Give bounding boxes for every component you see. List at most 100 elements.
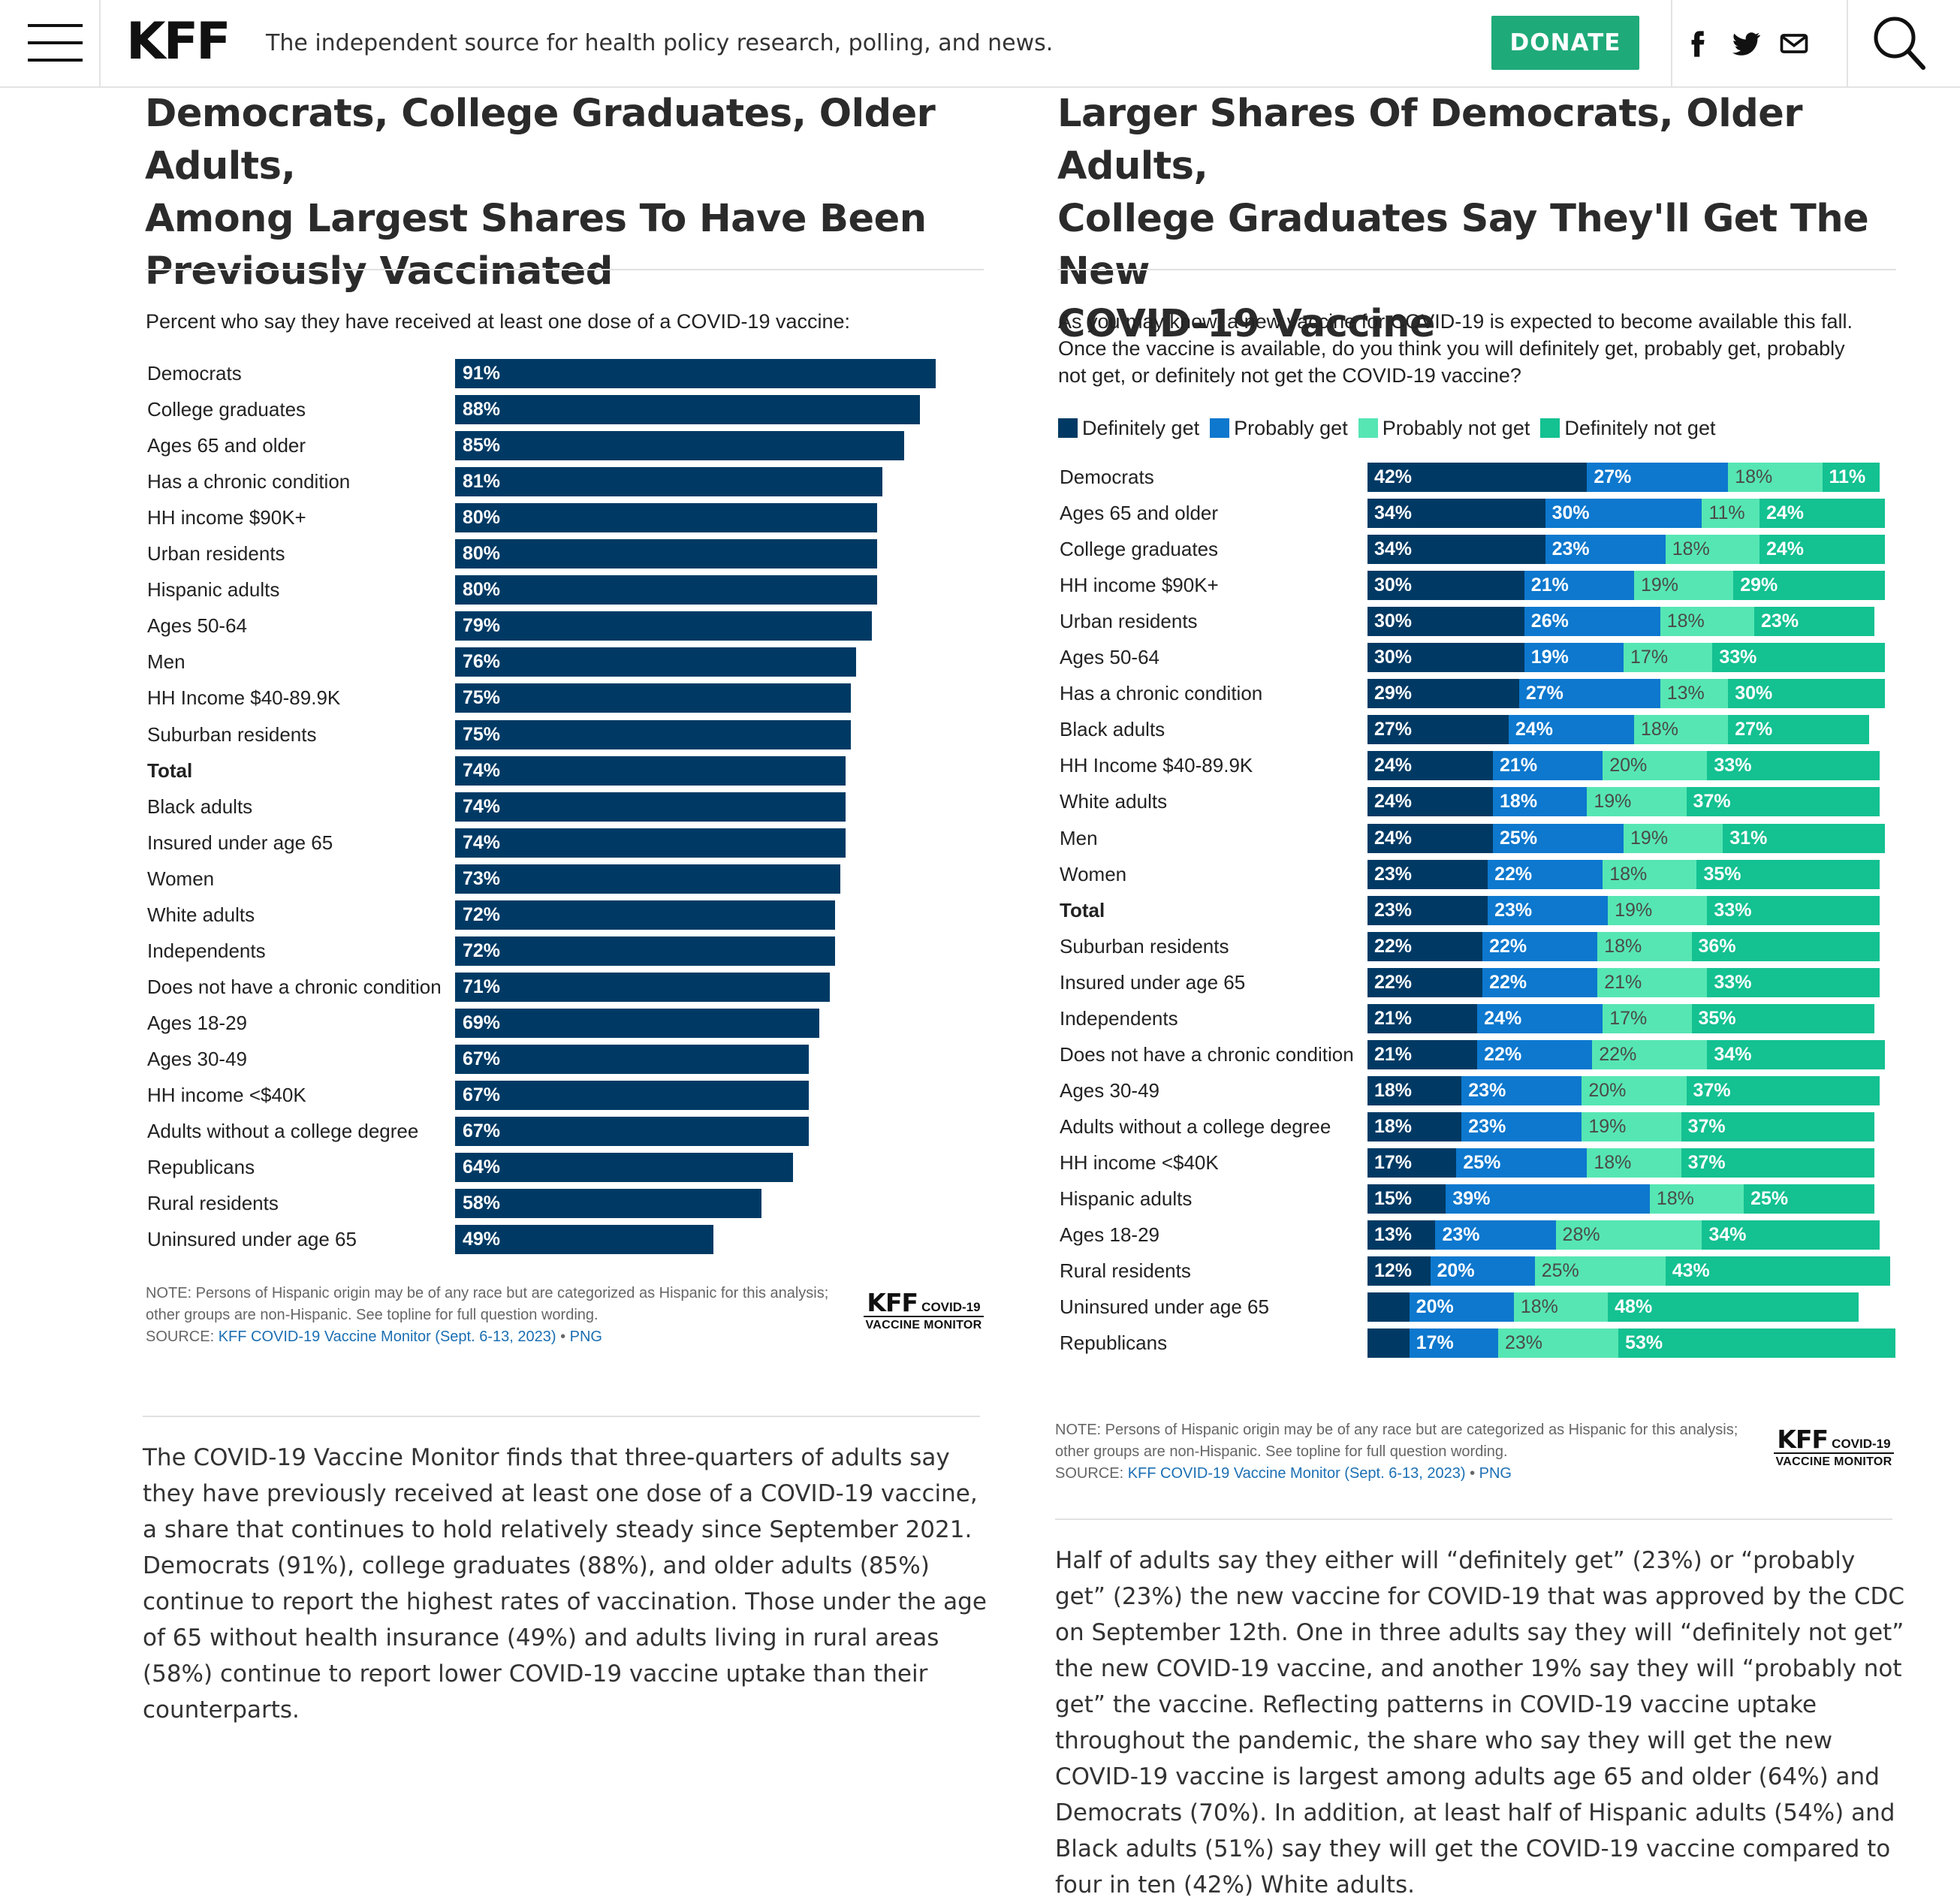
right-row-label: Republicans bbox=[1060, 1331, 1168, 1355]
right-bar-segment bbox=[1367, 607, 1524, 637]
right-png-link[interactable]: PNG bbox=[1479, 1465, 1512, 1482]
left-bar-label: 67% bbox=[463, 1048, 501, 1069]
right-bar-segment bbox=[1587, 787, 1687, 817]
left-bar-label: 79% bbox=[463, 615, 501, 637]
right-bar-label: 19% bbox=[1594, 791, 1632, 813]
right-bar-label: 20% bbox=[1609, 755, 1648, 777]
right-bar-segment bbox=[1367, 967, 1483, 997]
right-bar-segment bbox=[1754, 607, 1875, 637]
right-bar-segment bbox=[1477, 1039, 1593, 1069]
right-bar-segment bbox=[1681, 1111, 1875, 1141]
left-row-label: Total bbox=[147, 758, 193, 782]
right-bar-segment bbox=[1367, 571, 1524, 601]
right-kff-monitor-logo: KFF COVID-19 VACCINE MONITOR bbox=[1774, 1427, 1894, 1469]
right-bar-segment bbox=[1728, 715, 1870, 745]
right-row-label: Adults without a college degree bbox=[1060, 1114, 1331, 1138]
right-bar-label: 21% bbox=[1530, 575, 1569, 596]
search-button[interactable] bbox=[1848, 0, 1960, 88]
right-bar-segment bbox=[1665, 1256, 1890, 1286]
menu-button[interactable] bbox=[0, 0, 101, 88]
right-bar-segment bbox=[1696, 859, 1880, 889]
right-bar-label: 21% bbox=[1374, 1043, 1413, 1065]
right-bar-label: 35% bbox=[1698, 1007, 1736, 1029]
right-bar-segment bbox=[1367, 643, 1524, 673]
right-subtitle-line-3: not get, or definitely not get the COVID… bbox=[1058, 364, 1521, 387]
left-chart-title: Democrats, College Graduates, Older Adul… bbox=[145, 88, 986, 298]
right-row-label: Democrats bbox=[1060, 466, 1154, 488]
right-bar-label: 17% bbox=[1416, 1332, 1454, 1354]
left-bar bbox=[455, 719, 852, 749]
left-bar-label: 69% bbox=[463, 1012, 501, 1033]
right-bar-segment bbox=[1524, 643, 1624, 673]
right-bar-segment bbox=[1545, 535, 1666, 565]
right-bar-label: 18% bbox=[1609, 863, 1648, 885]
left-row-label: College graduates bbox=[147, 398, 306, 421]
right-bar-segment bbox=[1493, 823, 1624, 853]
right-row-label: Uninsured under age 65 bbox=[1060, 1295, 1269, 1319]
right-bar-label: 18% bbox=[1500, 791, 1538, 813]
left-source-link[interactable]: KFF COVID-19 Vaccine Monitor (Sept. 6-13… bbox=[218, 1328, 556, 1345]
right-bar-segment bbox=[1587, 463, 1729, 492]
left-title-line-2: Among Largest Shares To Have Been bbox=[145, 197, 927, 241]
left-row-label: Republicans bbox=[147, 1156, 255, 1179]
hamburger-menu-icon-bar bbox=[28, 59, 83, 62]
legend-label: Definitely not get bbox=[1564, 417, 1716, 439]
left-kff-monitor-logo: KFF COVID-19 VACCINE MONITOR bbox=[864, 1290, 984, 1332]
right-bar-label: 22% bbox=[1489, 935, 1527, 957]
right-bar-label: 13% bbox=[1374, 1224, 1413, 1246]
right-bar-label: 27% bbox=[1735, 719, 1773, 740]
right-bar-segment bbox=[1691, 931, 1880, 961]
right-bar-label: 20% bbox=[1437, 1260, 1475, 1282]
right-bar-segment bbox=[1367, 859, 1488, 889]
site-logo[interactable]: KFF bbox=[126, 12, 231, 71]
right-bar-segment bbox=[1524, 607, 1660, 637]
right-row-label: Ages 65 and older bbox=[1060, 502, 1219, 525]
facebook-icon[interactable] bbox=[1681, 27, 1714, 60]
left-row-label: Adults without a college degree bbox=[147, 1120, 419, 1143]
left-title-divider bbox=[145, 269, 984, 270]
right-bar-segment bbox=[1488, 859, 1603, 889]
left-paragraph: The COVID-19 Vaccine Monitor finds that … bbox=[143, 1444, 987, 1724]
email-icon[interactable] bbox=[1778, 27, 1811, 60]
left-bar-label: 74% bbox=[463, 831, 501, 853]
right-bar-label: 18% bbox=[1594, 1151, 1632, 1173]
right-bar-segment bbox=[1603, 859, 1697, 889]
right-bar-segment bbox=[1524, 571, 1634, 601]
left-bar-label: 72% bbox=[463, 939, 501, 961]
right-bar-segment bbox=[1367, 1328, 1410, 1359]
right-bar-label: 20% bbox=[1416, 1296, 1454, 1318]
left-bar bbox=[455, 395, 920, 425]
right-bar-label: 18% bbox=[1640, 719, 1678, 740]
left-bar-label: 80% bbox=[463, 507, 501, 529]
left-bar bbox=[455, 755, 846, 786]
left-badge-kff: KFF bbox=[867, 1288, 918, 1317]
right-bar-segment bbox=[1367, 931, 1483, 961]
right-bar-segment bbox=[1681, 1148, 1875, 1178]
right-bar-label: 23% bbox=[1374, 899, 1413, 921]
right-bar-segment bbox=[1508, 715, 1634, 745]
right-bar-segment bbox=[1723, 823, 1886, 853]
left-bar-label: 81% bbox=[463, 471, 501, 493]
right-bar-segment bbox=[1603, 751, 1708, 781]
right-row-label: HH Income $40-89.9K bbox=[1060, 754, 1253, 777]
right-bar-label: 21% bbox=[1604, 971, 1642, 993]
right-bar-label: 17% bbox=[1609, 1007, 1648, 1029]
left-row-label: Hispanic adults bbox=[147, 578, 280, 602]
left-png-link[interactable]: PNG bbox=[569, 1328, 602, 1345]
donate-button[interactable]: DONATE bbox=[1491, 16, 1639, 70]
right-source-link[interactable]: KFF COVID-19 Vaccine Monitor (Sept. 6-13… bbox=[1127, 1465, 1466, 1482]
legend-swatch bbox=[1210, 418, 1230, 438]
right-bar-label: 24% bbox=[1515, 719, 1553, 740]
right-bar-segment bbox=[1587, 1148, 1681, 1178]
left-bar bbox=[455, 1153, 793, 1183]
left-bar bbox=[455, 900, 836, 930]
legend-swatch bbox=[1058, 418, 1078, 438]
right-row-label: Total bbox=[1060, 898, 1105, 921]
right-row-label: Ages 50-64 bbox=[1060, 646, 1159, 669]
right-bar-segment bbox=[1482, 967, 1598, 997]
right-bar-label: 24% bbox=[1374, 755, 1413, 777]
right-note-text: NOTE: Persons of Hispanic origin may be … bbox=[1055, 1422, 1738, 1460]
right-bar-label: 19% bbox=[1615, 899, 1653, 921]
right-bar-label: 17% bbox=[1630, 647, 1669, 668]
twitter-icon[interactable] bbox=[1729, 27, 1762, 60]
